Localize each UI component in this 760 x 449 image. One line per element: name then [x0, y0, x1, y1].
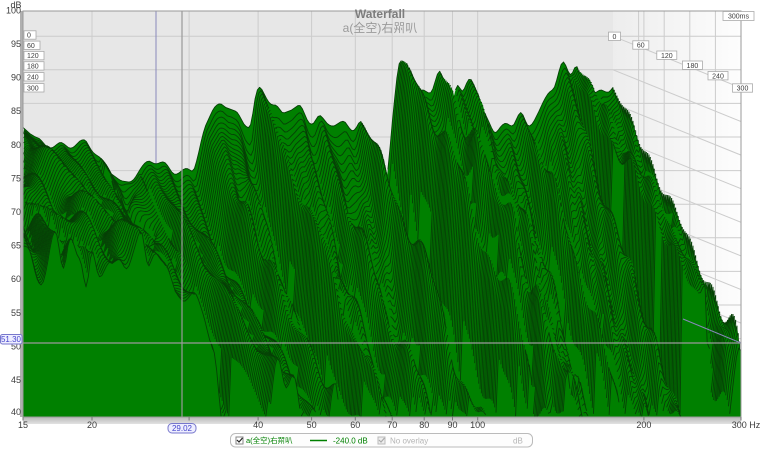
svg-text:50: 50 [11, 341, 21, 351]
svg-text:No overlay: No overlay [390, 437, 428, 446]
svg-text:60: 60 [27, 43, 35, 50]
svg-text:65: 65 [11, 241, 21, 251]
svg-text:120: 120 [661, 53, 673, 60]
svg-text:0: 0 [27, 33, 31, 40]
svg-text:50: 50 [307, 420, 317, 430]
svg-text:300: 300 [737, 86, 749, 93]
svg-text:51.30: 51.30 [1, 335, 22, 344]
svg-text:70: 70 [11, 207, 21, 217]
svg-text:90: 90 [11, 73, 21, 83]
svg-text:60: 60 [350, 420, 360, 430]
svg-text:95: 95 [11, 39, 21, 49]
svg-text:dB: dB [513, 437, 523, 446]
svg-text:45: 45 [11, 375, 21, 385]
svg-text:200: 200 [636, 420, 651, 430]
svg-text:180: 180 [27, 64, 39, 71]
svg-text:240: 240 [27, 74, 39, 81]
svg-text:29.02: 29.02 [172, 424, 193, 433]
svg-text:120: 120 [27, 53, 39, 60]
svg-text:55: 55 [11, 308, 21, 318]
svg-text:60: 60 [637, 43, 645, 50]
svg-text:85: 85 [11, 106, 21, 116]
svg-text:dB: dB [10, 0, 21, 10]
svg-text:300: 300 [27, 85, 39, 92]
svg-text:300ms: 300ms [728, 14, 750, 21]
svg-text:a(全空)右喌叭: a(全空)右喌叭 [246, 435, 293, 445]
svg-text:40: 40 [253, 420, 263, 430]
svg-text:300 Hz: 300 Hz [732, 420, 760, 430]
svg-text:0: 0 [613, 34, 617, 41]
svg-text:Waterfall: Waterfall [355, 7, 405, 21]
svg-text:75: 75 [11, 173, 21, 183]
svg-text:60: 60 [11, 274, 21, 284]
svg-text:240: 240 [712, 73, 724, 80]
svg-text:80: 80 [419, 420, 429, 430]
svg-text:a(全空)右喌叭: a(全空)右喌叭 [343, 20, 418, 35]
svg-text:20: 20 [87, 420, 97, 430]
svg-text:90: 90 [447, 420, 457, 430]
svg-text:15: 15 [18, 420, 28, 430]
svg-text:100: 100 [470, 420, 485, 430]
svg-text:70: 70 [387, 420, 397, 430]
svg-text:-240.0 dB: -240.0 dB [333, 437, 368, 446]
svg-text:180: 180 [687, 63, 699, 70]
svg-text:100: 100 [6, 5, 21, 15]
svg-text:80: 80 [11, 140, 21, 150]
svg-text:40: 40 [11, 407, 21, 417]
